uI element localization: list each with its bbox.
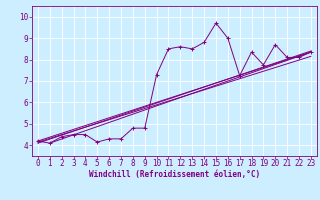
- X-axis label: Windchill (Refroidissement éolien,°C): Windchill (Refroidissement éolien,°C): [89, 170, 260, 179]
